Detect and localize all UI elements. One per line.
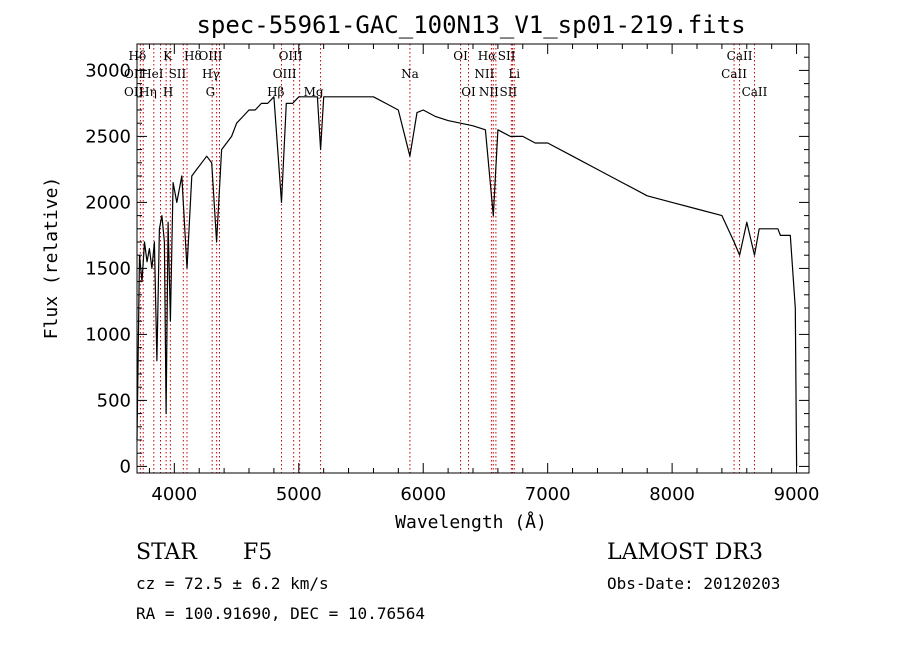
spectral-line-label: Li [508,67,520,81]
spectral-line-labels: Hδ OII OII K HeI Hη H Hδ SII OIII Hγ G Hβ OIII OIII Mg N… [124,49,768,99]
x-tick-label: 7000 [525,484,571,505]
redshift-velocity: cz = 72.5 ± 6.2 km/s [136,574,329,593]
spectral-line-label: SII [498,49,516,63]
spectral-line-label: OI [453,49,468,63]
y-tick-label: 1500 [85,258,131,279]
chart-title: spec-55961-GAC_100N13_V1_sp01-219.fits [196,11,745,39]
spectrum-series [136,96,798,467]
y-tick-label: 2000 [85,192,131,213]
spectral-line-label: OIII [273,67,297,81]
survey-name: LAMOST DR3 [607,540,763,565]
sky-coordinates: RA = 100.91690, DEC = 10.76564 [136,604,425,623]
spectral-line-label: Mg [304,85,324,99]
spectral-line-label: Hα [478,49,497,63]
y-tick-label: 3000 [85,60,131,81]
spectral-line-label: CaII [721,67,747,81]
spectral-line-label: H [163,85,173,99]
y-tick-label: 500 [97,390,131,411]
spectrum-line [136,96,798,467]
x-tick-label: 4000 [151,484,197,505]
spectral-line-label: OII [124,67,144,81]
y-axis-ticks: 0 500 1000 1500 2000 2500 3000 [85,43,809,477]
y-tick-label: 2500 [85,126,131,147]
y-tick-label: 1000 [85,324,131,345]
x-axis-label: Wavelength (Å) [395,511,547,533]
spectral-line-label: CaII [742,85,768,99]
spectral-line-label: OIII [279,49,303,63]
spectral-line-label: SII [499,85,517,99]
spectral-line-label: OII [124,85,144,99]
spectral-line-label: HeI [141,67,164,81]
spectral-line-label: NII [474,67,494,81]
observation-date: Obs-Date: 20120203 [607,574,781,593]
x-tick-label: 9000 [774,484,820,505]
y-axis-label: Flux (relative) [41,177,62,340]
x-tick-label: 5000 [276,484,322,505]
spectral-line-label: Hγ [202,67,220,81]
spectral-line-label: G [206,85,216,99]
plot-frame [136,43,810,474]
y-tick-label: 0 [120,456,131,477]
spectral-line-label: OI [461,85,476,99]
object-class: STAR [136,540,197,565]
spectral-line-label: K [163,49,173,63]
x-tick-label: 6000 [400,484,446,505]
spectral-line-label: Hδ [184,49,202,63]
spectral-line-label: Na [401,67,419,81]
spectral-line-label: SII [169,67,187,81]
spectral-line-label: Hβ [267,85,284,99]
spectral-line-label: NII [479,85,499,99]
spectral-line-label: CaII [727,49,753,63]
x-tick-label: 8000 [649,484,695,505]
spectral-line-label: Hδ [129,49,147,63]
x-axis-ticks: 4000 5000 6000 7000 8000 9000 [148,44,820,505]
object-subclass: F5 [243,540,273,565]
spectral-line-markers [139,44,755,473]
spectral-line-label: Hη [139,85,157,99]
spectral-line-label: OIII [198,49,222,63]
